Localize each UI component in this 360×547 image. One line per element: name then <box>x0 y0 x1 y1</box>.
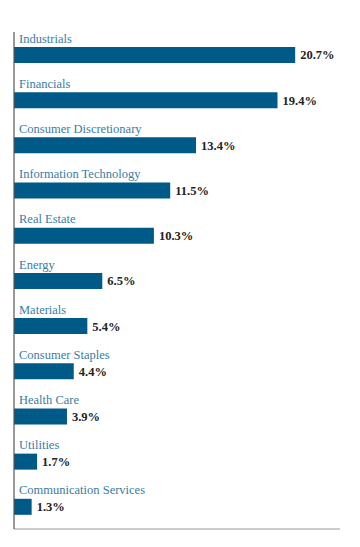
svg-text:Information Technology: Information Technology <box>19 167 141 181</box>
svg-text:4.4%: 4.4% <box>79 365 107 379</box>
svg-text:Utilities: Utilities <box>19 438 59 452</box>
svg-text:6.5%: 6.5% <box>107 274 135 288</box>
svg-text:20.7%: 20.7% <box>300 48 334 62</box>
svg-text:Health Care: Health Care <box>19 393 79 407</box>
svg-text:5.4%: 5.4% <box>92 320 120 334</box>
svg-text:Materials: Materials <box>19 303 66 317</box>
svg-text:Real Estate: Real Estate <box>19 212 76 226</box>
svg-text:Industrials: Industrials <box>19 32 72 46</box>
svg-text:19.4%: 19.4% <box>283 94 317 108</box>
svg-text:10.3%: 10.3% <box>159 229 193 243</box>
svg-text:11.5%: 11.5% <box>175 184 209 198</box>
svg-text:Consumer Discretionary: Consumer Discretionary <box>19 122 142 136</box>
svg-text:Energy: Energy <box>19 258 56 272</box>
svg-text:Communication Services: Communication Services <box>19 483 145 497</box>
svg-text:13.4%: 13.4% <box>201 139 235 153</box>
svg-text:1.7%: 1.7% <box>42 455 70 469</box>
svg-text:Financials: Financials <box>19 77 71 91</box>
svg-text:1.3%: 1.3% <box>37 500 65 514</box>
svg-text:Consumer Staples: Consumer Staples <box>19 348 110 362</box>
svg-text:3.9%: 3.9% <box>72 410 100 424</box>
